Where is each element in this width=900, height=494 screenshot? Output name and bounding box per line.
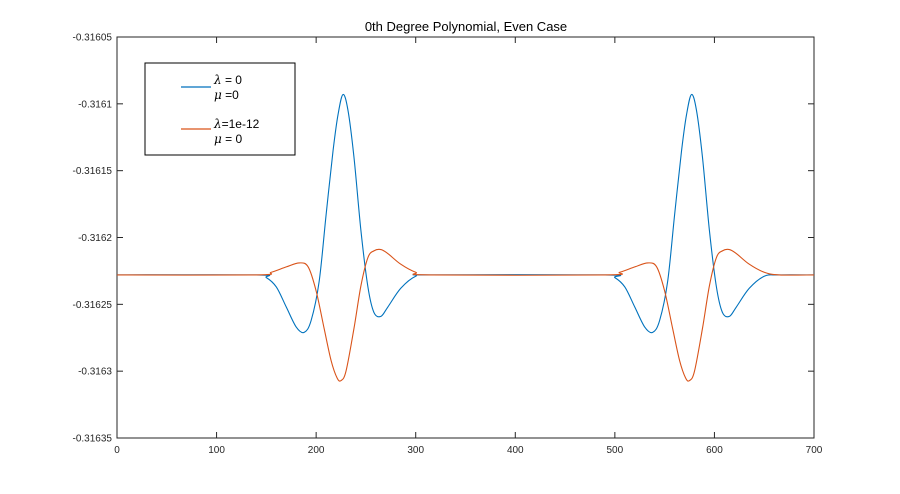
legend-label-series-2-line-1: λ=1e-12 [213, 117, 260, 131]
y-tick-label: -0.3162 [78, 233, 112, 244]
y-tick-label: -0.31615 [73, 166, 113, 177]
legend-lambda-value-1: = 0 [222, 73, 243, 87]
series-line-2 [116, 248, 815, 382]
x-tick-label: 700 [806, 445, 823, 456]
x-tick-label: 300 [407, 445, 424, 456]
x-tick-label: 400 [507, 445, 524, 456]
y-axis: -0.31605 -0.3161 -0.31615 -0.3162 -0.31625 -0… [73, 33, 814, 445]
series-layer [116, 93, 815, 382]
legend-lambda-value-2: =1e-12 [222, 117, 260, 131]
legend-mu-symbol-2: μ [214, 132, 222, 146]
legend-mu-value-2: = 0 [222, 132, 243, 146]
legend-label-series-1-line-1: λ = 0 [213, 73, 242, 87]
legend-lambda-symbol-1: λ [213, 73, 222, 87]
legend-lambda-symbol-2: λ [213, 117, 222, 131]
x-tick-label: 600 [706, 445, 723, 456]
x-tick-label: 100 [208, 445, 225, 456]
x-tick-label: 200 [308, 445, 325, 456]
y-tick-label: -0.31635 [73, 434, 113, 445]
legend-mu-value-1: =0 [222, 88, 239, 102]
legend-label-series-2-line-2: μ = 0 [214, 132, 242, 146]
y-tick-label: -0.31625 [73, 300, 113, 311]
legend-label-series-1-line-2: μ =0 [214, 88, 239, 102]
x-tick-label: 0 [114, 445, 120, 456]
x-tick-label: 500 [607, 445, 624, 456]
legend-box [144, 62, 296, 156]
x-axis: 0 100 200 300 400 500 600 700 [114, 37, 823, 456]
legend-mu-symbol-1: μ [214, 88, 222, 102]
legend: λ = 0 μ =0 λ=1e-12 μ = 0 [144, 62, 296, 156]
y-tick-label: -0.3161 [78, 99, 112, 110]
y-tick-label: -0.3163 [78, 367, 112, 378]
chart-title: 0th Degree Polynomial, Even Case [365, 19, 567, 34]
y-tick-label: -0.31605 [73, 33, 113, 44]
